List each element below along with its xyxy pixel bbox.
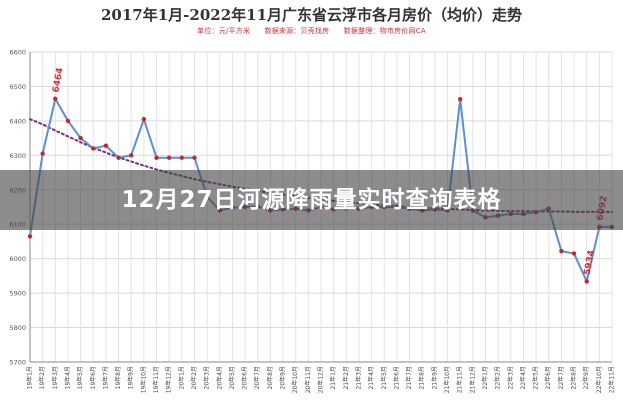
- x-tick-label: 21年12月: [468, 366, 476, 393]
- x-tick-label: 19年9月: [127, 366, 135, 389]
- x-tick-label: 20年12月: [317, 366, 325, 393]
- x-tick-label: 21年6月: [392, 366, 400, 389]
- y-tick-label: 6400: [9, 117, 26, 125]
- data-point: [53, 96, 58, 102]
- data-point: [192, 155, 197, 160]
- x-tick-label: 22年7月: [557, 366, 565, 389]
- x-tick-label: 22年3月: [506, 366, 514, 389]
- y-tick-label: 5900: [9, 290, 26, 298]
- x-tick-label: 21年2月: [342, 366, 350, 389]
- x-tick-label: 19年7月: [101, 366, 109, 389]
- y-tick-label: 6000: [9, 255, 26, 263]
- y-tick-label: 6600: [9, 49, 26, 57]
- y-tick-label: 6500: [9, 83, 26, 91]
- y-tick-label: 5800: [9, 324, 26, 332]
- x-tick-label: 19年10月: [139, 366, 147, 393]
- x-tick-label: 22年11月: [608, 366, 616, 393]
- x-tick-label: 20年8月: [266, 366, 274, 389]
- data-point: [27, 234, 33, 239]
- x-tick-label: 21年4月: [367, 366, 375, 389]
- x-tick-label: 22年10月: [595, 366, 603, 393]
- x-tick-label: 20年4月: [215, 366, 223, 389]
- data-point: [166, 155, 172, 160]
- x-tick-label: 19年5月: [76, 366, 84, 389]
- data-point: [91, 146, 96, 151]
- x-tick-label: 22年5月: [532, 366, 540, 389]
- x-tick-label: 20年5月: [228, 366, 236, 389]
- x-tick-label: 22年1月: [481, 366, 489, 389]
- x-tick-label: 20年3月: [203, 366, 211, 389]
- x-tick-label: 20年7月: [253, 366, 261, 389]
- data-point: [78, 135, 83, 141]
- x-tick-label: 22年8月: [570, 366, 578, 389]
- data-point: [559, 248, 564, 254]
- x-tick-label: 19年8月: [114, 366, 122, 389]
- data-point: [129, 153, 134, 158]
- data-label: 5934: [583, 250, 597, 276]
- x-tick-label: 21年9月: [430, 366, 438, 389]
- x-tick-label: 22年4月: [519, 366, 527, 389]
- x-tick-label: 20年6月: [241, 366, 249, 389]
- x-tick-label: 19年1月: [26, 366, 34, 389]
- x-tick-label: 21年10月: [443, 366, 451, 393]
- x-tick-label: 21年7月: [405, 366, 413, 389]
- data-point: [40, 151, 45, 156]
- x-tick-label: 19年3月: [51, 366, 59, 389]
- x-tick-label: 19年11月: [152, 366, 160, 393]
- data-point: [179, 155, 185, 160]
- data-label: 6464: [51, 67, 65, 93]
- data-point: [571, 251, 577, 256]
- x-tick-label: 21年5月: [380, 366, 388, 389]
- banner-text: 12月27日河源降雨量实时查询表格: [121, 187, 502, 213]
- x-tick-label: 22年2月: [494, 366, 502, 389]
- x-tick-label: 21年3月: [354, 366, 362, 389]
- x-tick-label: 19年12月: [165, 366, 173, 393]
- chart-title: 2017年1月-2022年11月广东省云浮市各月房价（均价）走势: [100, 6, 523, 24]
- data-point: [116, 155, 121, 160]
- x-tick-label: 19年4月: [63, 366, 71, 389]
- x-tick-label: 21年11月: [456, 366, 464, 393]
- y-tick-label: 5700: [9, 359, 26, 367]
- trend-line: [29, 118, 613, 213]
- x-tick-label: 19年2月: [38, 366, 46, 389]
- x-tick-label: 22年9月: [582, 366, 590, 389]
- x-tick-label: 22年6月: [544, 366, 552, 389]
- title-banner: 12月27日河源降雨量实时查询表格: [0, 170, 623, 230]
- data-point: [141, 116, 147, 122]
- chart-subtitle: 单位：元/平方米 数据来源：贝壳找房 数据整理：物市房价网CA: [197, 27, 426, 35]
- data-point: [457, 96, 463, 102]
- data-point: [65, 118, 71, 124]
- y-tick-label: 6300: [9, 152, 26, 160]
- x-tick-label: 20年11月: [304, 366, 312, 393]
- data-point: [154, 155, 159, 160]
- data-point: [103, 143, 109, 148]
- x-tick-label: 21年1月: [329, 366, 337, 389]
- x-tick-label: 21年8月: [418, 366, 426, 389]
- x-tick-label: 20年9月: [279, 366, 287, 389]
- x-tick-label: 19年6月: [89, 366, 97, 389]
- x-tick-label: 20年1月: [177, 366, 185, 389]
- data-point: [584, 279, 589, 284]
- x-tick-label: 20年10月: [291, 366, 299, 393]
- x-tick-label: 20年2月: [190, 366, 198, 389]
